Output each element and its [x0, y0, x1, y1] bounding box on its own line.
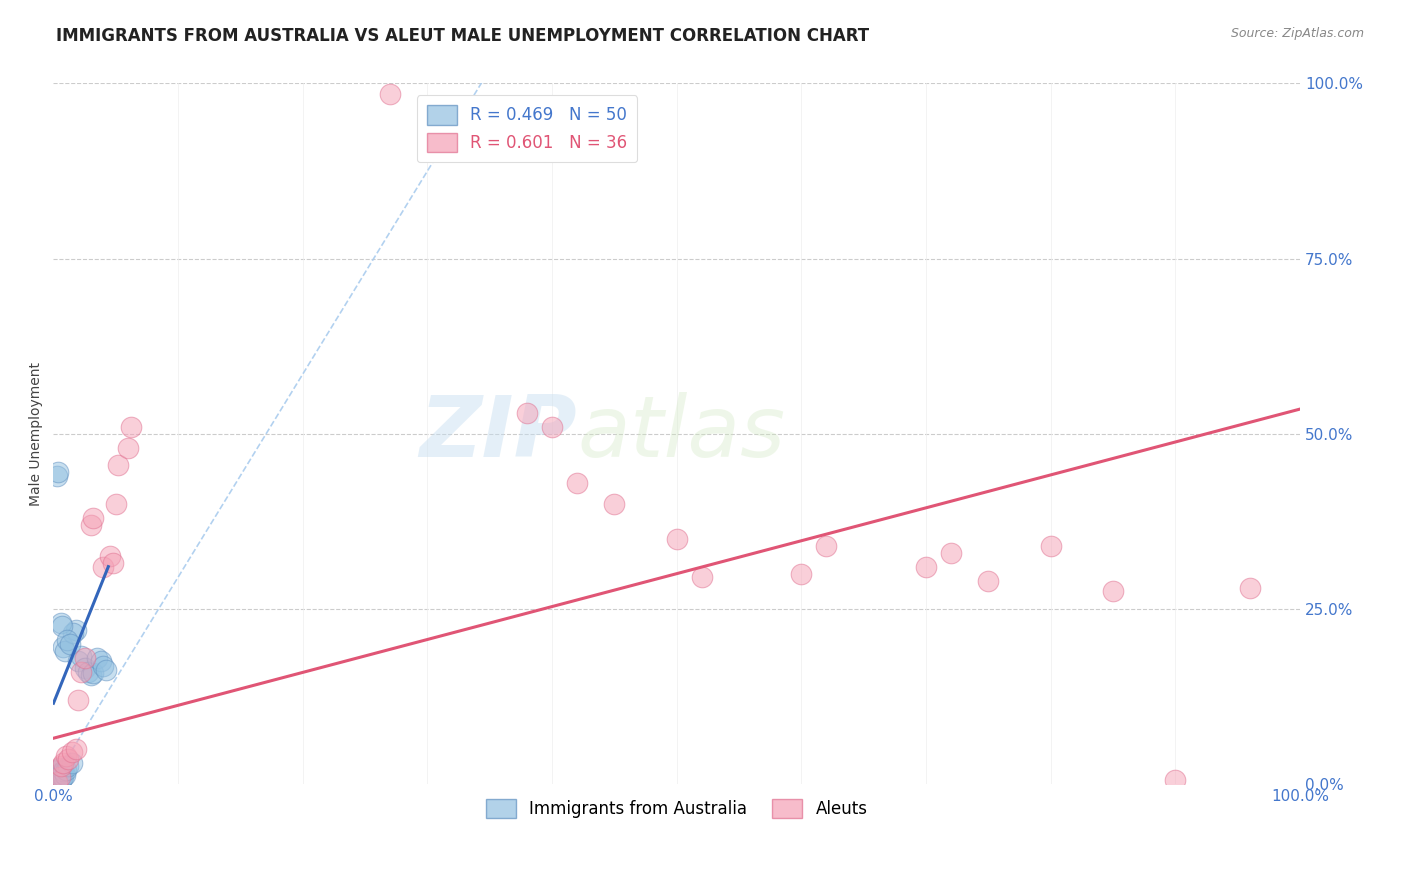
Point [59, 637, 82, 651]
Text: Source: ZipAtlas.com: Source: ZipAtlas.com [1230, 27, 1364, 40]
Point [49, 768, 72, 782]
Point [665, 532, 688, 546]
Point [45, 774, 67, 789]
Point [86, 650, 108, 665]
Point [82, 666, 104, 681]
Text: atlas: atlas [576, 392, 785, 475]
Point [46, 764, 69, 778]
Point [51, 619, 73, 633]
Legend: Immigrants from Australia, Aleuts: Immigrants from Australia, Aleuts [479, 792, 875, 824]
Point [603, 497, 626, 511]
Point [48, 773, 70, 788]
Y-axis label: Male Unemployment: Male Unemployment [30, 361, 44, 506]
Point [1164, 773, 1187, 788]
Point [98, 549, 121, 563]
Point [53, 643, 76, 657]
Point [91, 559, 114, 574]
Point [51, 771, 73, 785]
Point [91, 659, 114, 673]
Point [48, 771, 70, 785]
Point [52, 756, 75, 770]
Point [48, 767, 70, 781]
Point [82, 510, 104, 524]
Point [70, 649, 93, 664]
Point [48, 763, 70, 777]
Point [1039, 539, 1062, 553]
Point [53, 768, 76, 782]
Point [67, 692, 90, 706]
Point [80, 668, 103, 682]
Point [48, 770, 70, 784]
Point [94, 663, 117, 677]
Point [939, 546, 962, 560]
Point [46, 468, 69, 483]
Point [60, 745, 83, 759]
Point [104, 497, 127, 511]
Point [58, 759, 80, 773]
Point [45, 766, 67, 780]
Point [565, 475, 588, 490]
Point [516, 406, 538, 420]
Text: IMMIGRANTS FROM AUSTRALIA VS ALEUT MALE UNEMPLOYMENT CORRELATION CHART: IMMIGRANTS FROM AUSTRALIA VS ALEUT MALE … [56, 27, 869, 45]
Point [541, 419, 564, 434]
Point [73, 661, 96, 675]
Point [49, 759, 72, 773]
Point [46, 768, 69, 782]
Point [80, 517, 103, 532]
Point [52, 764, 75, 778]
Point [44, 771, 66, 785]
Point [65, 741, 87, 756]
Point [48, 774, 70, 789]
Point [690, 570, 713, 584]
Point [103, 556, 125, 570]
Point [48, 761, 70, 775]
Point [58, 752, 80, 766]
Point [70, 665, 93, 679]
Point [49, 615, 72, 630]
Point [378, 87, 401, 101]
Text: ZIP: ZIP [419, 392, 576, 475]
Point [52, 640, 75, 655]
Point [48, 465, 70, 479]
Point [45, 770, 67, 784]
Point [1239, 581, 1261, 595]
Point [62, 626, 84, 640]
Point [44, 772, 66, 787]
Point [120, 419, 142, 434]
Point [90, 654, 112, 668]
Point [44, 775, 66, 789]
Point [44, 773, 66, 788]
Point [915, 559, 938, 574]
Point [977, 574, 1000, 588]
Point [117, 441, 139, 455]
Point [48, 770, 70, 784]
Point [55, 748, 77, 763]
Point [77, 665, 100, 679]
Point [45, 773, 67, 788]
Point [55, 763, 77, 777]
Point [815, 539, 838, 553]
Point [67, 654, 90, 668]
Point [73, 650, 96, 665]
Point [56, 633, 79, 648]
Point [52, 770, 75, 784]
Point [51, 766, 73, 780]
Point [49, 772, 72, 787]
Point [46, 774, 69, 789]
Point [790, 566, 813, 581]
Point [46, 772, 69, 786]
Point [65, 623, 87, 637]
Point [46, 773, 69, 788]
Point [60, 756, 83, 770]
Point [1102, 584, 1125, 599]
Point [107, 458, 129, 472]
Point [48, 765, 70, 780]
